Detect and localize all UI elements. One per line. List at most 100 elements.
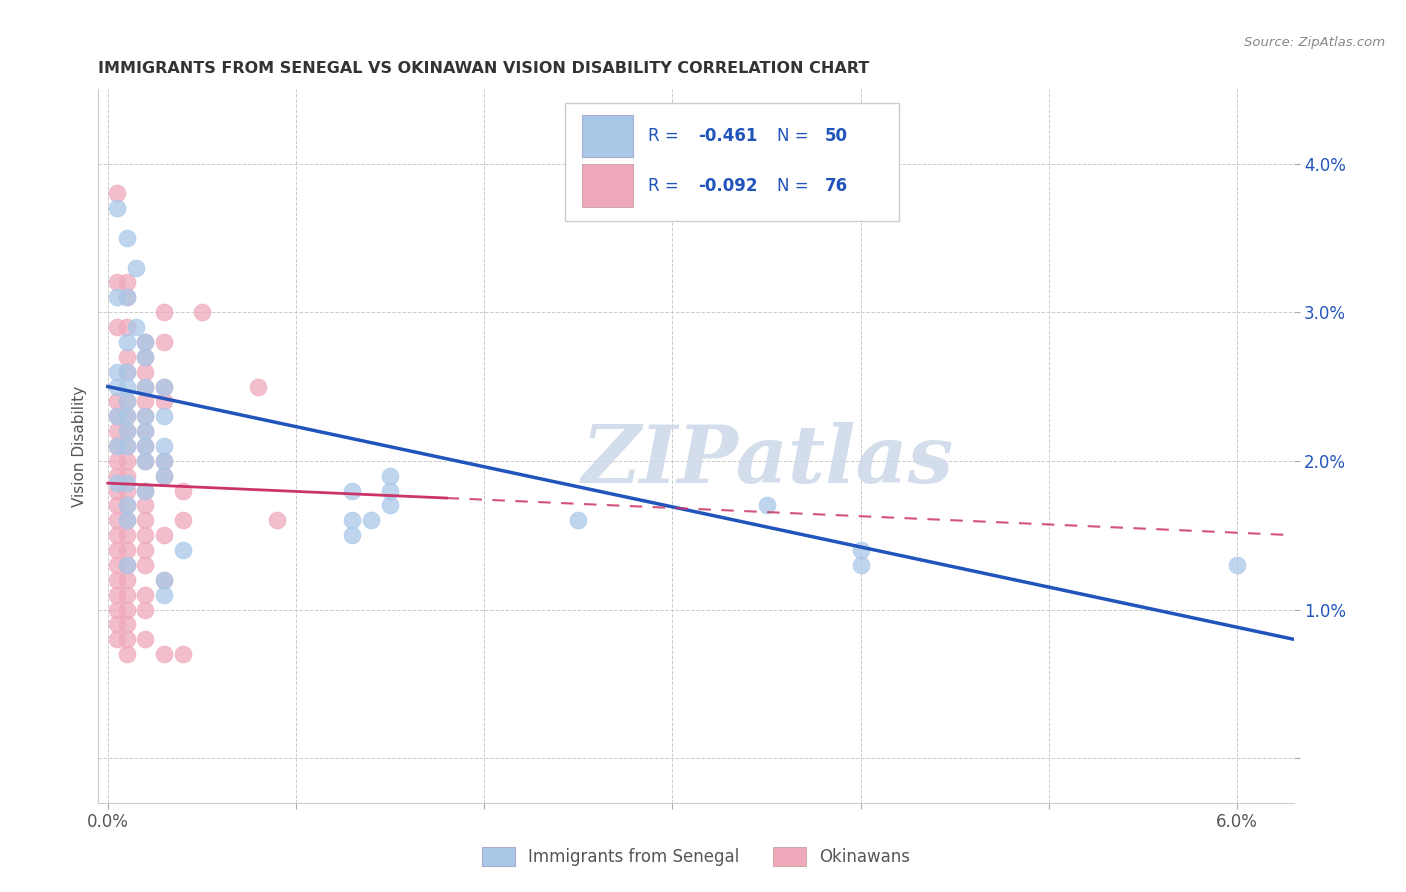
- Point: [105, 558, 128, 572]
- Point: [105, 454, 128, 468]
- Point: [105, 602, 128, 616]
- FancyBboxPatch shape: [582, 114, 633, 157]
- Point: [134, 365, 156, 379]
- Point: [105, 588, 128, 602]
- Point: [172, 543, 194, 558]
- Text: 76: 76: [825, 177, 848, 194]
- Point: [153, 573, 176, 587]
- Point: [105, 424, 128, 438]
- Text: -0.092: -0.092: [699, 177, 758, 194]
- Point: [115, 290, 138, 304]
- Point: [134, 439, 156, 453]
- Point: [105, 201, 128, 215]
- Point: [134, 409, 156, 424]
- Point: [105, 290, 128, 304]
- Point: [115, 513, 138, 527]
- Point: [134, 394, 156, 409]
- Point: [153, 379, 176, 393]
- Point: [134, 424, 156, 438]
- Point: [125, 260, 148, 275]
- Point: [360, 513, 382, 527]
- Point: [134, 499, 156, 513]
- Point: [115, 647, 138, 661]
- Point: [115, 365, 138, 379]
- Text: ZIPatlas: ZIPatlas: [582, 422, 953, 499]
- Point: [105, 573, 128, 587]
- Point: [134, 483, 156, 498]
- Point: [153, 647, 176, 661]
- Point: [134, 602, 156, 616]
- Point: [115, 454, 138, 468]
- Point: [153, 573, 176, 587]
- Point: [134, 528, 156, 542]
- Point: [115, 424, 138, 438]
- Point: [153, 588, 176, 602]
- Point: [115, 558, 138, 572]
- Point: [105, 483, 128, 498]
- Point: [134, 543, 156, 558]
- Point: [105, 499, 128, 513]
- Point: [153, 394, 176, 409]
- Point: [115, 499, 138, 513]
- Text: 50: 50: [825, 127, 848, 145]
- Point: [755, 499, 778, 513]
- Text: R =: R =: [648, 177, 685, 194]
- Point: [115, 558, 138, 572]
- Point: [105, 528, 128, 542]
- Point: [115, 528, 138, 542]
- Point: [849, 558, 872, 572]
- Point: [115, 468, 138, 483]
- Point: [153, 454, 176, 468]
- Point: [115, 290, 138, 304]
- Point: [172, 513, 194, 527]
- Point: [134, 424, 156, 438]
- Point: [105, 320, 128, 334]
- Point: [153, 409, 176, 424]
- Text: R =: R =: [648, 127, 685, 145]
- Point: [153, 379, 176, 393]
- Point: [567, 513, 589, 527]
- Point: [105, 617, 128, 632]
- Point: [105, 379, 128, 393]
- Point: [134, 350, 156, 364]
- Point: [1226, 558, 1249, 572]
- Point: [115, 439, 138, 453]
- Point: [115, 573, 138, 587]
- Point: [115, 543, 138, 558]
- Point: [153, 305, 176, 319]
- Point: [134, 558, 156, 572]
- Point: [378, 483, 401, 498]
- Point: [153, 468, 176, 483]
- Point: [105, 409, 128, 424]
- Text: N =: N =: [778, 177, 814, 194]
- Point: [134, 334, 156, 349]
- Point: [153, 468, 176, 483]
- Point: [115, 409, 138, 424]
- Text: IMMIGRANTS FROM SENEGAL VS OKINAWAN VISION DISABILITY CORRELATION CHART: IMMIGRANTS FROM SENEGAL VS OKINAWAN VISI…: [98, 61, 870, 76]
- Point: [342, 513, 364, 527]
- Point: [105, 439, 128, 453]
- Point: [153, 454, 176, 468]
- Point: [115, 602, 138, 616]
- Point: [172, 483, 194, 498]
- Point: [115, 231, 138, 245]
- Point: [115, 424, 138, 438]
- Point: [105, 632, 128, 647]
- Point: [105, 409, 128, 424]
- Text: -0.461: -0.461: [699, 127, 758, 145]
- Text: Source: ZipAtlas.com: Source: ZipAtlas.com: [1244, 36, 1385, 49]
- Point: [134, 632, 156, 647]
- FancyBboxPatch shape: [565, 103, 900, 221]
- Point: [134, 483, 156, 498]
- Point: [342, 528, 364, 542]
- Point: [105, 543, 128, 558]
- Point: [134, 588, 156, 602]
- Point: [115, 350, 138, 364]
- FancyBboxPatch shape: [582, 164, 633, 207]
- Point: [134, 350, 156, 364]
- Point: [134, 454, 156, 468]
- Point: [134, 454, 156, 468]
- Point: [134, 409, 156, 424]
- Point: [115, 499, 138, 513]
- Point: [153, 439, 176, 453]
